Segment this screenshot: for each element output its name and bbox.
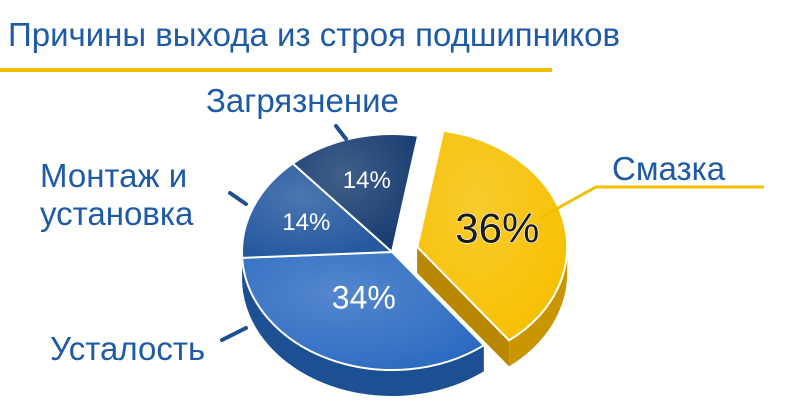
pie-value-labels: 36% 34% 14% 14% <box>282 167 540 316</box>
label-fatigue: Усталость <box>50 330 206 367</box>
leader-fatigue <box>220 326 248 342</box>
chart-title: Причины выхода из строя подшипников <box>8 16 620 53</box>
value-label-усталость: 34% <box>332 280 396 316</box>
value-label-монтаж-и-установка: 14% <box>282 209 330 236</box>
value-label-загрязнение: 14% <box>343 167 391 194</box>
pie-side-смазка <box>509 247 568 367</box>
label-mounting-line1: Монтаж и <box>40 157 188 194</box>
pie-side-усталость <box>242 257 484 396</box>
leader-lubrication <box>539 185 764 220</box>
value-label-смазка: 36% <box>455 205 539 252</box>
leader-mounting <box>228 191 248 206</box>
pie-tops <box>241 129 569 371</box>
label-lubrication: Смазка <box>612 150 726 187</box>
leader-contamination <box>334 124 348 141</box>
pie-slice-highlight <box>292 134 419 252</box>
pie-slice-highlight <box>417 130 568 341</box>
pie-slice-highlight <box>242 163 392 258</box>
label-mounting-line2: установка <box>40 195 194 232</box>
label-contamination: Загрязнение <box>206 82 399 119</box>
pie-cut-face-1 <box>417 247 510 367</box>
pie-slice-highlight <box>242 252 484 370</box>
title-underline <box>0 68 552 72</box>
